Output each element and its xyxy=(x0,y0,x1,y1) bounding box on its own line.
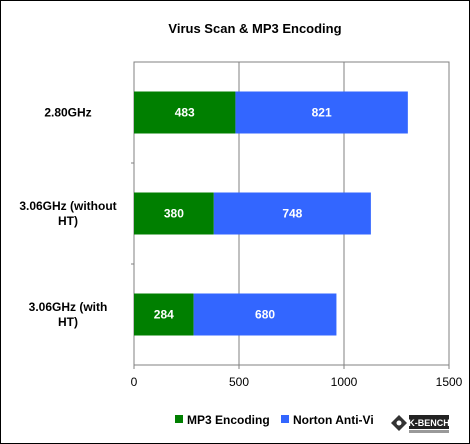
category-label: 2.80GHz xyxy=(44,106,91,120)
chart-title: Virus Scan & MP3 Encoding xyxy=(168,21,341,36)
legend-label-mp3: MP3 Encoding xyxy=(187,413,270,427)
x-tick-label: 1500 xyxy=(436,375,463,389)
legend-swatch-mp3 xyxy=(175,415,183,423)
data-label: 380 xyxy=(164,207,184,221)
logo-text: K-BENCH xyxy=(408,418,450,428)
bar-norton xyxy=(213,192,371,235)
bar-norton xyxy=(235,91,408,134)
category-label: HT) xyxy=(58,315,78,329)
logo-underline xyxy=(409,430,449,433)
bar-mp3 xyxy=(134,91,236,134)
bars xyxy=(134,91,408,336)
x-tick-label: 1000 xyxy=(331,375,358,389)
data-label: 483 xyxy=(175,106,195,120)
category-label: 3.06GHz (without xyxy=(19,199,116,213)
x-tick-label: 500 xyxy=(229,375,249,389)
x-tick-label: 0 xyxy=(131,375,138,389)
data-label: 748 xyxy=(282,207,302,221)
logo-dot xyxy=(396,420,402,426)
data-label: 680 xyxy=(255,308,275,322)
legend-swatch-norton xyxy=(281,415,289,423)
bar-norton xyxy=(193,293,337,336)
x-tick-labels: 0 500 1000 1500 xyxy=(131,375,463,389)
bar-mp3 xyxy=(134,192,214,235)
logo-plate xyxy=(409,415,449,429)
category-label: 3.06GHz (with xyxy=(29,300,108,314)
data-label: 284 xyxy=(154,308,174,322)
legend-label-norton: Norton Anti-Vi xyxy=(293,413,374,427)
data-labels: 483 821 380 748 284 680 xyxy=(154,106,332,322)
category-label: HT) xyxy=(58,214,78,228)
data-label: 821 xyxy=(312,106,332,120)
kbench-logo: K-BENCH xyxy=(387,411,450,435)
legend: MP3 Encoding Norton Anti-Vi xyxy=(175,413,374,427)
bar-mp3 xyxy=(134,293,194,336)
